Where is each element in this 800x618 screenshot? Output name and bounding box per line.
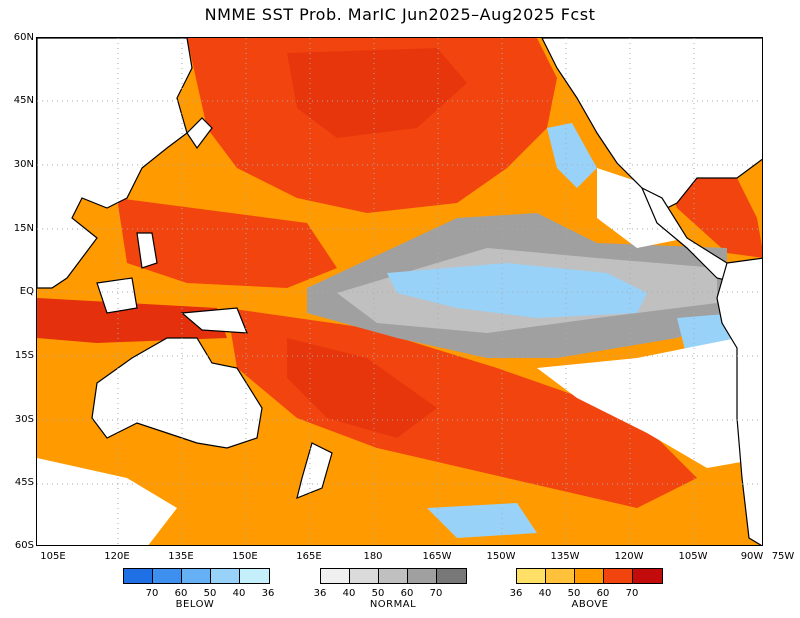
borneo <box>96 277 138 314</box>
southern-ocean-cool-patch <box>427 503 537 538</box>
legend-below-tick-40: 40 <box>232 588 246 599</box>
legend-above-swatch-70 <box>633 569 662 583</box>
legend-below-swatch-60 <box>153 569 182 583</box>
map-title: NMME SST Prob. MarIC Jun2025–Aug2025 Fcs… <box>204 5 596 24</box>
legend-above-swatch-36 <box>517 569 546 583</box>
legend-above-scale <box>516 568 663 584</box>
lon-label-135w: 135W <box>550 551 580 562</box>
lon-label-150e: 150E <box>232 551 258 562</box>
lat-label-15s: 15S <box>14 350 34 361</box>
legend-normal-tick-60: 60 <box>400 588 414 599</box>
legend-normal-tick-36: 36 <box>313 588 327 599</box>
southeast-pacific-neutral-region <box>537 338 762 468</box>
lon-label-75w: 75W <box>771 551 795 562</box>
philippines <box>136 232 158 269</box>
lat-label-45n: 45N <box>13 95 34 106</box>
legend-normal-swatch-50 <box>379 569 408 583</box>
map-canvas <box>37 38 762 545</box>
legend-above-tick-70: 70 <box>625 588 639 599</box>
legend-normal-tick-40: 40 <box>342 588 356 599</box>
north-pacific-very-warm-patch <box>287 48 467 138</box>
japan-islands <box>186 117 213 150</box>
maritime-continent-warm-region <box>37 298 227 343</box>
legend-normal-swatch-40 <box>350 569 379 583</box>
lat-label-eq: EQ <box>19 286 34 297</box>
lon-label-105w: 105W <box>678 551 708 562</box>
sst-probability-map <box>36 37 763 546</box>
land-masses <box>37 38 762 545</box>
legend-above-swatch-40 <box>546 569 575 583</box>
legend-above-tick-60: 60 <box>596 588 610 599</box>
legend-normal-tick-70: 70 <box>429 588 443 599</box>
legend-normal-tick-50: 50 <box>371 588 385 599</box>
lat-label-45s: 45S <box>14 477 34 488</box>
legend-below-label: BELOW <box>175 599 215 610</box>
lat-label-60n: 60N <box>13 32 34 43</box>
legend-below-swatch-36 <box>240 569 269 583</box>
lon-label-165e: 165E <box>296 551 322 562</box>
lat-label-30n: 30N <box>13 159 34 170</box>
lon-label-120w: 120W <box>614 551 644 562</box>
new-guinea <box>180 307 248 334</box>
legend-below-swatch-40 <box>211 569 240 583</box>
south-america <box>716 257 762 545</box>
lon-label-165w: 165W <box>422 551 452 562</box>
legend-above-tick-40: 40 <box>538 588 552 599</box>
lon-label-120e: 120E <box>104 551 130 562</box>
legend-above-tick-36: 36 <box>509 588 523 599</box>
legend-below-tick-70: 70 <box>145 588 159 599</box>
southern-ocean-neutral-region <box>37 458 177 545</box>
lon-label-90w: 90W <box>740 551 764 562</box>
legend-below-tick-36: 36 <box>261 588 275 599</box>
legend-below-swatch-50 <box>182 569 211 583</box>
west-pacific-warm-region <box>117 198 337 288</box>
legend-above-swatch-60 <box>604 569 633 583</box>
lon-label-150w: 150W <box>486 551 516 562</box>
lat-label-60s: 60S <box>14 540 34 551</box>
legend-normal-scale <box>320 568 467 584</box>
lon-label-105e: 105E <box>40 551 66 562</box>
legend-below-swatch-70 <box>124 569 153 583</box>
south-pacific-very-warm-patch <box>287 338 437 438</box>
lon-label-135e: 135E <box>168 551 194 562</box>
lat-label-15n: 15N <box>13 223 34 234</box>
australia <box>91 337 263 449</box>
lat-label-30s: 30S <box>14 414 34 425</box>
east-equatorial-cool-patch <box>387 263 647 318</box>
legend-below-tick-50: 50 <box>203 588 217 599</box>
lon-label-180: 180 <box>363 551 383 562</box>
california-coast-cool-patch <box>547 123 597 188</box>
legend-above-label: ABOVE <box>571 599 609 610</box>
legend-above-tick-50: 50 <box>567 588 581 599</box>
legend-below-scale <box>123 568 270 584</box>
graticule <box>37 38 762 545</box>
legend-above-swatch-50 <box>575 569 604 583</box>
legend-normal-swatch-36 <box>321 569 350 583</box>
legend-normal-swatch-70 <box>437 569 466 583</box>
legend-below-tick-60: 60 <box>174 588 188 599</box>
legend-normal-label: NORMAL <box>369 599 417 610</box>
legend-normal-swatch-60 <box>408 569 437 583</box>
